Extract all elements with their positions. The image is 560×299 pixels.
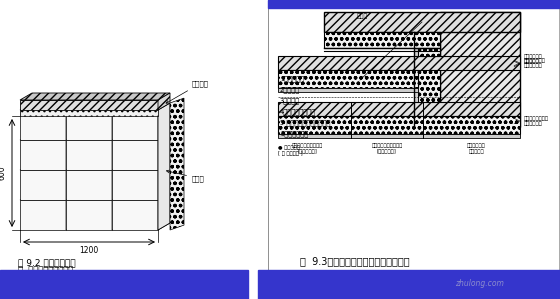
Text: 聚苯板与结构
墙面固定层: 聚苯板与结构 墙面固定层 [524, 54, 543, 64]
Bar [324, 12, 520, 32]
Bar [278, 134, 520, 138]
Text: 3．聚苯板: 3．聚苯板 [280, 97, 300, 104]
Bar [324, 32, 440, 48]
Text: 2．粘胶层: 2．粘胶层 [280, 86, 300, 93]
Text: 第三层嵌系板可用网布
[如图网布层]: 第三层嵌系板可用网布 [如图网布层] [371, 143, 403, 154]
Polygon shape [112, 133, 170, 140]
Polygon shape [66, 140, 112, 170]
Text: 底层砂浆: 底层砂浆 [166, 80, 209, 103]
Bar [440, 12, 520, 127]
Polygon shape [20, 93, 170, 100]
Bar [418, 48, 440, 56]
Text: 图，利面交叉
网布宽度及: 图，利面交叉 网布宽度及 [467, 143, 486, 154]
Text: zhulong.com: zhulong.com [455, 279, 504, 288]
Bar [278, 88, 418, 92]
Polygon shape [112, 140, 158, 170]
Text: 1200: 1200 [80, 246, 99, 255]
Polygon shape [112, 163, 170, 170]
Polygon shape [112, 193, 170, 200]
Bar [268, 0, 560, 8]
Polygon shape [158, 193, 170, 230]
Polygon shape [66, 133, 124, 140]
Polygon shape [20, 100, 158, 110]
Polygon shape [112, 110, 158, 140]
Polygon shape [66, 200, 112, 230]
Bar [0, 270, 248, 299]
Polygon shape [112, 103, 170, 110]
Polygon shape [20, 200, 66, 230]
Text: 嵌系板与外墙面
聚苯板固定层: 嵌系板与外墙面 聚苯板固定层 [524, 58, 546, 68]
Polygon shape [158, 103, 170, 230]
Text: 4．聚合物水泥砂浆: 4．聚合物水泥砂浆 [280, 108, 316, 115]
Text: 1．底层砂浆: 1．底层砂浆 [280, 75, 304, 82]
Polygon shape [20, 170, 66, 200]
Text: 聚苯板: 聚苯板 [166, 170, 205, 181]
Text: 注  墙角处板应交错互锁: 注 墙角处板应交错互锁 [18, 265, 73, 274]
Bar [278, 116, 520, 134]
Text: 嵌用中轴线火上后
聚苯板边缘层: 嵌用中轴线火上后 聚苯板边缘层 [524, 116, 549, 126]
Polygon shape [20, 163, 78, 170]
Polygon shape [20, 110, 66, 140]
Text: 图 9.2 嵌系板剖板图: 图 9.2 嵌系板剖板图 [18, 258, 76, 267]
Polygon shape [66, 170, 112, 200]
Bar [278, 102, 520, 116]
Polygon shape [112, 133, 124, 170]
Polygon shape [112, 200, 158, 230]
Text: ● 压入网布板
[ 止 定向锚固 ]: ● 压入网布板 [ 止 定向锚固 ] [278, 145, 303, 156]
Polygon shape [158, 93, 170, 110]
Text: 5 压入网布将端部弯折固结: 5 压入网布将端部弯折固结 [280, 119, 330, 126]
Polygon shape [158, 163, 170, 200]
Polygon shape [20, 110, 158, 116]
Bar [418, 32, 440, 127]
Polygon shape [20, 133, 78, 140]
Text: 600: 600 [0, 166, 7, 180]
Polygon shape [66, 110, 112, 140]
Polygon shape [170, 98, 184, 230]
Polygon shape [112, 103, 124, 140]
Polygon shape [66, 103, 124, 110]
Polygon shape [66, 193, 78, 230]
Bar [258, 270, 560, 299]
Polygon shape [66, 163, 124, 170]
Text: 女儿墙: 女儿墙 [356, 13, 367, 19]
Polygon shape [20, 103, 78, 110]
Polygon shape [158, 133, 170, 170]
Polygon shape [112, 170, 158, 200]
Text: 第一层嵌系板可用网布
[如图网布层]: 第一层嵌系板可用网布 [如图网布层] [291, 143, 323, 154]
Polygon shape [112, 163, 124, 200]
Bar [414, 32, 418, 127]
Polygon shape [66, 103, 78, 140]
Polygon shape [66, 133, 78, 170]
Polygon shape [20, 193, 78, 200]
Polygon shape [66, 193, 124, 200]
Polygon shape [158, 103, 170, 140]
Text: 图  9.3首层墙体构造及墙角构造处理图: 图 9.3首层墙体构造及墙角构造处理图 [300, 256, 409, 266]
Bar [278, 70, 418, 88]
Polygon shape [112, 193, 124, 230]
Bar [278, 56, 520, 70]
Polygon shape [66, 163, 78, 200]
Text: 5．定向锚固点: 5．定向锚固点 [280, 130, 308, 137]
Polygon shape [20, 140, 66, 170]
